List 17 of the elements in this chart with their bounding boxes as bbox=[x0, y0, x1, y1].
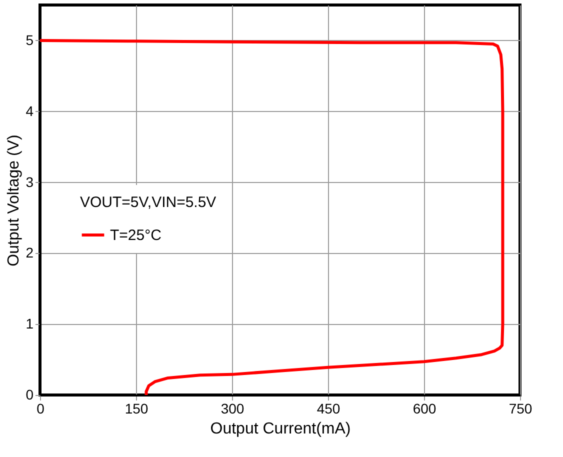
y-tick-label: 3 bbox=[26, 174, 34, 190]
y-tick-label: 4 bbox=[26, 102, 34, 119]
x-axis-title: Output Current(mA) bbox=[210, 420, 351, 438]
x-tick-label: 150 bbox=[124, 400, 148, 416]
y-axis-title: Output Voltage (V) bbox=[6, 134, 23, 266]
x-tick-label: 450 bbox=[316, 400, 340, 416]
legend-label: T=25°C bbox=[110, 227, 162, 244]
line-series bbox=[38, 38, 504, 396]
x-tick-label: 0 bbox=[36, 400, 45, 416]
y-tick-label: 2 bbox=[26, 244, 34, 261]
x-tick-label: 600 bbox=[412, 400, 436, 416]
y-tick-label: 5 bbox=[26, 32, 34, 48]
x-tick-label: 750 bbox=[508, 400, 532, 416]
x-tick-label: 300 bbox=[220, 400, 244, 416]
y-tick-label: 0 bbox=[26, 386, 34, 402]
y-tick-label: 1 bbox=[26, 316, 34, 332]
legend-title: VOUT=5V,VIN=5.5V bbox=[80, 194, 216, 211]
